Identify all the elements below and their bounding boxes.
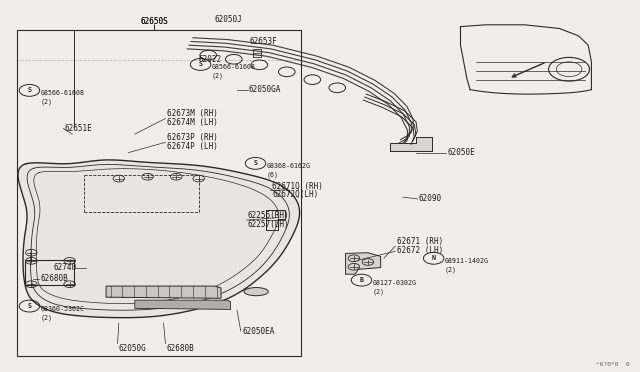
Text: B: B — [360, 277, 364, 283]
Text: 62022: 62022 — [198, 55, 222, 64]
Text: 62050EA: 62050EA — [242, 327, 275, 336]
Text: 62671 (RH): 62671 (RH) — [397, 237, 443, 246]
Text: N: N — [431, 255, 436, 261]
Polygon shape — [390, 137, 432, 151]
Ellipse shape — [244, 288, 268, 296]
Text: 08911-1402G: 08911-1402G — [445, 258, 488, 264]
Text: 62050GA: 62050GA — [248, 85, 281, 94]
Text: 62680B: 62680B — [40, 274, 68, 283]
Text: 08127-0302G: 08127-0302G — [372, 280, 417, 286]
Text: 62653F: 62653F — [250, 37, 278, 46]
Text: 62673P (RH): 62673P (RH) — [167, 133, 218, 142]
Polygon shape — [106, 286, 221, 298]
Text: 62674M (LH): 62674M (LH) — [167, 119, 218, 128]
Text: 62672Q(LH): 62672Q(LH) — [272, 190, 318, 199]
Text: 62673M (RH): 62673M (RH) — [167, 109, 218, 118]
Text: 62050G: 62050G — [119, 344, 147, 353]
Text: 62672 (LH): 62672 (LH) — [397, 246, 443, 254]
Text: ^6?0*0  0: ^6?0*0 0 — [596, 362, 630, 367]
Text: 62257(LH): 62257(LH) — [248, 220, 289, 229]
Text: S: S — [28, 87, 31, 93]
Text: 62671Q (RH): 62671Q (RH) — [272, 182, 323, 190]
Text: 62050E: 62050E — [448, 148, 476, 157]
Text: 62651E: 62651E — [65, 124, 92, 133]
Text: 62680B: 62680B — [167, 344, 195, 353]
Text: 62650S: 62650S — [140, 17, 168, 26]
Text: 08566-61608: 08566-61608 — [40, 90, 84, 96]
Bar — [17, 31, 301, 356]
Text: (2): (2) — [40, 314, 52, 321]
Text: S: S — [28, 303, 31, 309]
Text: S: S — [253, 160, 257, 166]
Text: 08566-61608: 08566-61608 — [211, 64, 255, 70]
Polygon shape — [346, 253, 381, 274]
Text: (2): (2) — [211, 73, 223, 79]
Text: (2): (2) — [445, 266, 456, 273]
Text: 62256(RH): 62256(RH) — [248, 211, 289, 220]
Text: 08360-5302C: 08360-5302C — [40, 306, 84, 312]
Text: 62674P (LH): 62674P (LH) — [167, 142, 218, 151]
Text: (6): (6) — [266, 171, 278, 178]
Text: 62090: 62090 — [419, 195, 442, 203]
Text: (2): (2) — [40, 99, 52, 105]
Text: 62740: 62740 — [53, 263, 76, 272]
Text: 62650S: 62650S — [140, 17, 168, 26]
Polygon shape — [135, 300, 230, 310]
Text: (2): (2) — [372, 288, 385, 295]
Text: 62050J: 62050J — [214, 15, 243, 24]
Text: 08368-6162G: 08368-6162G — [266, 163, 310, 169]
Polygon shape — [18, 160, 300, 318]
Text: S: S — [198, 61, 203, 67]
